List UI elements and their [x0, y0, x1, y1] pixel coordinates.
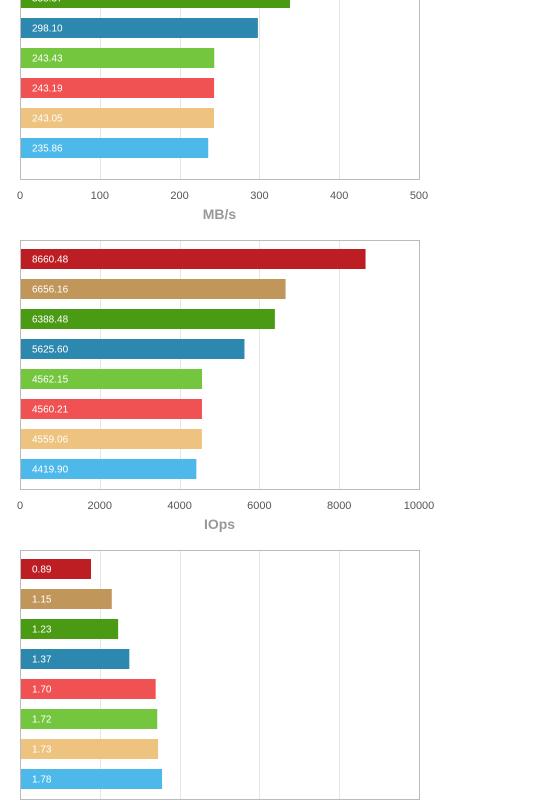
bar: [21, 589, 112, 609]
x-tick-label: 200: [170, 190, 188, 202]
plot-frame: [20, 550, 420, 800]
bar: [21, 249, 366, 269]
bar: [21, 0, 291, 8]
x-axis-label: MB/s: [203, 206, 237, 222]
bar: [21, 48, 215, 68]
bar: [21, 649, 130, 669]
bar-value-label: 243.43: [32, 54, 63, 65]
bar: [21, 138, 209, 158]
chart-1: 338.37 298.10 243.43 243.19 243.05 235.86 0 100…: [17, 0, 428, 222]
bar: [21, 18, 258, 38]
bar-value-label: 298.10: [32, 24, 63, 35]
bar: [21, 739, 159, 759]
bar-value-label: 1.73: [32, 745, 52, 756]
bar: [21, 709, 158, 729]
x-tick-label: 2000: [88, 500, 112, 512]
x-tick-label: 400: [330, 190, 348, 202]
bar: [21, 619, 119, 639]
x-tick-label: 4000: [167, 500, 191, 512]
bar-value-label: 4419.90: [32, 465, 69, 476]
bar-value-label: 4559.06: [32, 435, 69, 446]
bar-value-label: 1.23: [32, 625, 52, 636]
bar: [21, 769, 163, 789]
bar: [21, 429, 202, 449]
bar-value-label: 1.37: [32, 655, 52, 666]
bar-value-label: 243.05: [32, 114, 63, 125]
bar-value-label: 1.78: [32, 775, 52, 786]
bar-value-label: 6656.16: [32, 285, 69, 296]
chart-3: 0.89 1.15 1.23 1.37 1.70 1.72 1.73 1.78: [20, 550, 420, 800]
bar-value-label: 5625.60: [32, 345, 69, 356]
bar: [21, 459, 197, 479]
plot-frame: [20, 240, 420, 490]
bar: [21, 279, 286, 299]
x-tick-label: 300: [250, 190, 268, 202]
bar: [21, 78, 215, 98]
x-tick-label: 100: [91, 190, 109, 202]
x-tick-label: 8000: [327, 500, 351, 512]
bar-value-label: 243.19: [32, 84, 63, 95]
bar-value-label: 6388.48: [32, 315, 69, 326]
bar: [21, 679, 156, 699]
bar-value-label: 8660.48: [32, 255, 69, 266]
x-tick-label: 0: [17, 500, 23, 512]
bar: [21, 309, 275, 329]
bar-value-label: 4562.15: [32, 375, 69, 386]
bar: [21, 108, 214, 128]
bar: [21, 339, 245, 359]
x-tick-label: 0: [17, 190, 23, 202]
bar-value-label: 0.89: [32, 565, 52, 576]
x-tick-label: 500: [410, 190, 428, 202]
bar-value-label: 1.70: [32, 685, 52, 696]
bar: [21, 559, 92, 579]
bar: [21, 399, 202, 419]
x-tick-label: 6000: [247, 500, 271, 512]
bar: [21, 369, 203, 389]
x-tick-label: 10000: [404, 500, 435, 512]
bar-value-label: 338.37: [32, 0, 63, 5]
bar-value-label: 1.72: [32, 715, 52, 726]
bar-value-label: 4560.21: [32, 405, 69, 416]
bar-value-label: 1.15: [32, 595, 52, 606]
bar-value-label: 235.86: [32, 144, 63, 155]
chart-2: 8660.48 6656.16 6388.48 5625.60 4562.15 4560.…: [17, 240, 435, 532]
x-axis-label: IOps: [204, 516, 235, 532]
